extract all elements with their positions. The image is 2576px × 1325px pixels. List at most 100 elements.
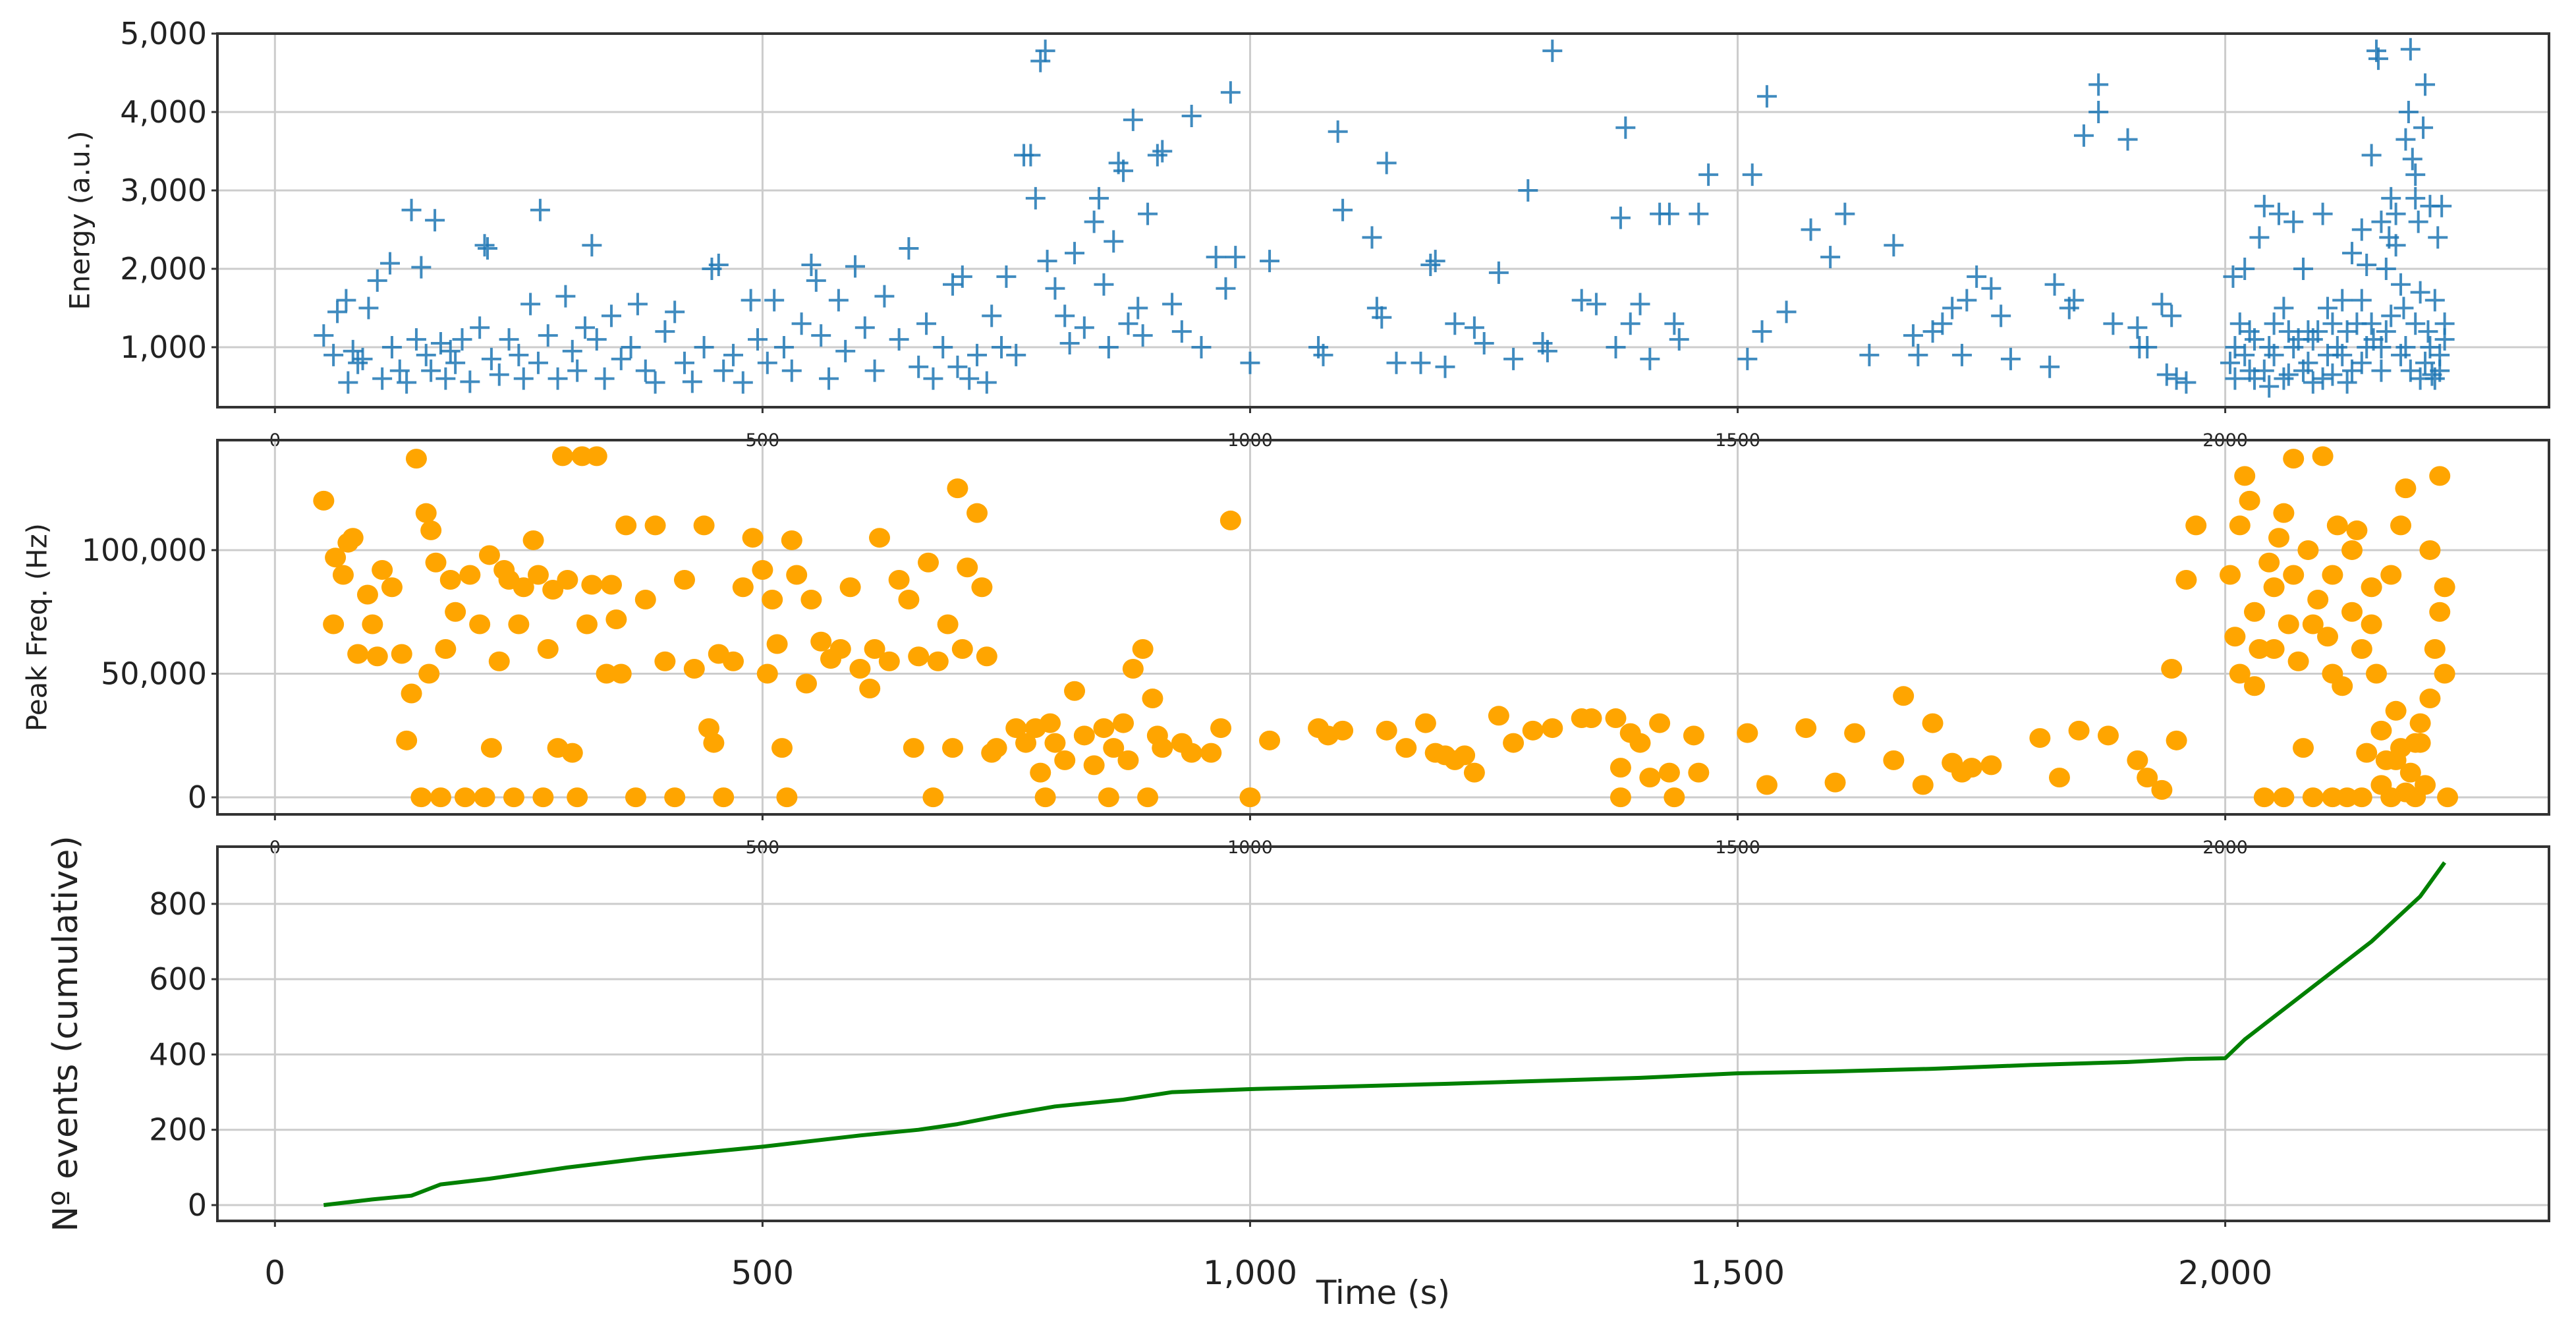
- energy-point: [2342, 242, 2363, 265]
- x-tick-label: 2,000: [2178, 1254, 2272, 1292]
- energy-point: [2312, 202, 2333, 225]
- energy-point: [2245, 367, 2264, 390]
- energy-point: [2424, 289, 2445, 312]
- peak-freq-point: [2437, 787, 2459, 808]
- energy-point: [2415, 73, 2436, 96]
- energy-point: [1435, 355, 1455, 378]
- peak-freq-marks: [313, 446, 2459, 808]
- peak-freq-point: [1610, 787, 1631, 808]
- energy-point: [2239, 320, 2260, 343]
- peak-freq-point: [810, 631, 832, 652]
- peak-freq-point: [410, 787, 432, 808]
- peak-freq-point: [1756, 775, 1778, 795]
- energy-point: [1640, 347, 1660, 370]
- peak-freq-point: [391, 644, 412, 664]
- peak-freq-point: [1844, 723, 1866, 743]
- energy-point: [1333, 198, 1353, 221]
- peak-freq-point: [766, 634, 788, 654]
- peak-freq-point: [2390, 515, 2412, 536]
- peak-freq-point: [1961, 758, 1982, 778]
- peak-freq-point: [927, 651, 949, 671]
- energy-point: [1742, 163, 1762, 186]
- peak-freq-point: [888, 569, 910, 590]
- peak-freq-point: [1122, 659, 1144, 679]
- peak-freq-point: [356, 584, 378, 605]
- peak-freq-point: [1098, 787, 1119, 808]
- peak-freq-point: [1463, 762, 1485, 783]
- energy-point: [674, 351, 694, 374]
- y-tick-label: 5,000: [120, 16, 207, 51]
- peak-freq-point: [1259, 730, 1281, 750]
- peak-freq-point: [664, 787, 686, 808]
- energy-point: [2332, 289, 2353, 312]
- peak-freq-point: [796, 673, 818, 694]
- peak-freq-point: [732, 577, 754, 598]
- energy-point: [1147, 144, 1167, 167]
- peak-freq-point: [2293, 738, 2314, 758]
- energy-point: [1884, 234, 1904, 257]
- peak-freq-point: [418, 663, 440, 684]
- peak-freq-point: [1040, 713, 1061, 733]
- peak-freq-point: [698, 718, 719, 739]
- energy-point: [575, 316, 596, 339]
- peak-freq-point: [1117, 750, 1139, 770]
- energy-point: [2430, 359, 2450, 382]
- energy-point: [2400, 38, 2421, 61]
- energy-point: [665, 300, 685, 324]
- energy-point: [440, 339, 461, 362]
- peak-freq-point: [615, 515, 637, 536]
- energy-point: [594, 367, 615, 390]
- energy-point: [2413, 116, 2434, 139]
- peak-freq-point: [1200, 743, 1222, 763]
- energy-point: [555, 285, 576, 308]
- peak-freq-point: [557, 569, 578, 590]
- energy-point: [2137, 335, 2158, 358]
- peak-freq-point: [2341, 540, 2363, 560]
- energy-point: [358, 296, 379, 320]
- energy-point: [411, 256, 432, 279]
- peak-freq-point: [1083, 755, 1105, 775]
- energy-point: [2395, 335, 2416, 358]
- energy-point: [2398, 100, 2419, 123]
- energy-point: [1991, 304, 2011, 327]
- peak-freq-point: [522, 530, 544, 550]
- energy-point: [445, 351, 466, 374]
- energy-point: [1225, 246, 1246, 269]
- energy-point: [2432, 194, 2452, 217]
- energy-point: [2176, 371, 2197, 394]
- energy-point: [645, 371, 665, 394]
- energy-point: [2408, 210, 2428, 233]
- peak-freq-point: [2322, 565, 2343, 585]
- peak-freq-point: [2068, 720, 2090, 741]
- energy-point: [323, 343, 344, 366]
- energy-point: [2044, 273, 2065, 296]
- energy-point: [682, 370, 702, 393]
- energy-point: [397, 371, 417, 394]
- energy-point: [2283, 210, 2304, 233]
- energy-point: [791, 312, 812, 335]
- y-tick-label: 600: [149, 961, 207, 997]
- energy-point: [1756, 85, 1777, 108]
- peak-freq-point: [903, 738, 924, 758]
- energy-point: [1089, 186, 1109, 210]
- energy-point: [1045, 277, 1065, 300]
- peak-freq-point: [610, 663, 632, 684]
- energy-point: [1942, 296, 1963, 320]
- energy-point: [327, 300, 348, 324]
- energy-point: [1542, 40, 1563, 63]
- energy-point: [1859, 343, 1880, 366]
- energy-point: [520, 293, 541, 316]
- peak-freq-point: [1219, 510, 1241, 530]
- energy-point: [425, 209, 445, 232]
- peak-freq-point: [2409, 713, 2431, 733]
- energy-point: [2434, 312, 2455, 335]
- energy-point: [621, 335, 641, 358]
- peak-freq-point: [1912, 775, 1934, 795]
- peak-freq-point: [561, 743, 583, 763]
- peak-freq-point: [1137, 787, 1159, 808]
- peak-freq-point: [898, 589, 920, 609]
- energy-point: [2249, 226, 2270, 249]
- energy-point: [2361, 144, 2382, 167]
- peak-freq-point: [2029, 728, 2051, 748]
- energy-point: [635, 359, 656, 382]
